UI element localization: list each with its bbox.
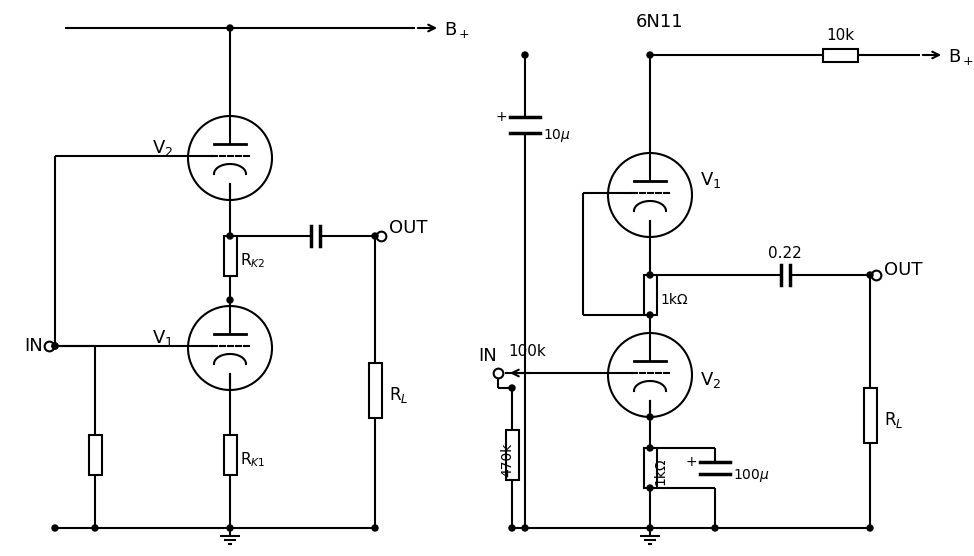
Text: +: + (496, 110, 507, 124)
Text: B$_+$: B$_+$ (948, 47, 974, 67)
Bar (506, 430, 518, 480)
Text: R$_L$: R$_L$ (884, 410, 904, 430)
Text: 10$\mu$: 10$\mu$ (543, 127, 571, 143)
Circle shape (522, 52, 528, 58)
Circle shape (372, 525, 378, 531)
Circle shape (227, 25, 233, 31)
Circle shape (867, 525, 873, 531)
Circle shape (227, 297, 233, 303)
Text: 6N11: 6N11 (636, 13, 684, 31)
Circle shape (509, 385, 515, 391)
Text: IN: IN (24, 337, 43, 355)
Bar (223, 435, 237, 475)
Circle shape (52, 343, 58, 349)
Circle shape (372, 233, 378, 239)
Text: V$_2$: V$_2$ (152, 138, 173, 158)
Bar (822, 48, 857, 62)
Circle shape (647, 414, 653, 420)
Circle shape (712, 525, 718, 531)
Bar (223, 236, 237, 276)
Circle shape (522, 525, 528, 531)
Text: 100$\mu$: 100$\mu$ (733, 468, 769, 484)
Text: V$_2$: V$_2$ (700, 370, 721, 390)
Text: 0.22: 0.22 (768, 246, 802, 261)
Text: B$_+$: B$_+$ (444, 20, 470, 40)
Circle shape (608, 153, 692, 237)
Circle shape (52, 525, 58, 531)
Circle shape (227, 525, 233, 531)
Circle shape (509, 525, 515, 531)
Circle shape (92, 525, 98, 531)
Bar (368, 363, 382, 418)
Text: R$_{K1}$: R$_{K1}$ (240, 451, 266, 469)
Circle shape (647, 52, 653, 58)
Text: OUT: OUT (389, 219, 428, 237)
Bar (864, 388, 877, 443)
Circle shape (647, 485, 653, 491)
Circle shape (608, 333, 692, 417)
Circle shape (52, 343, 58, 349)
Bar (644, 275, 656, 315)
Text: V$_1$: V$_1$ (152, 328, 173, 348)
Bar (89, 435, 101, 475)
Circle shape (867, 272, 873, 278)
Text: 1kΩ: 1kΩ (653, 457, 667, 485)
Text: 470k: 470k (500, 443, 514, 477)
Text: R$_{K2}$: R$_{K2}$ (240, 252, 266, 270)
Circle shape (647, 525, 653, 531)
Text: +: + (686, 455, 697, 469)
Text: 1kΩ: 1kΩ (660, 293, 688, 307)
Circle shape (227, 233, 233, 239)
Circle shape (647, 272, 653, 278)
Text: IN: IN (478, 347, 498, 365)
Circle shape (647, 445, 653, 451)
Text: OUT: OUT (884, 261, 922, 279)
Circle shape (188, 306, 272, 390)
Circle shape (188, 116, 272, 200)
Text: V$_1$: V$_1$ (700, 170, 722, 190)
Text: 100k: 100k (508, 344, 545, 359)
Text: R$_L$: R$_L$ (389, 385, 408, 405)
Bar (644, 448, 656, 488)
Circle shape (647, 312, 653, 318)
Text: 10k: 10k (826, 28, 854, 43)
